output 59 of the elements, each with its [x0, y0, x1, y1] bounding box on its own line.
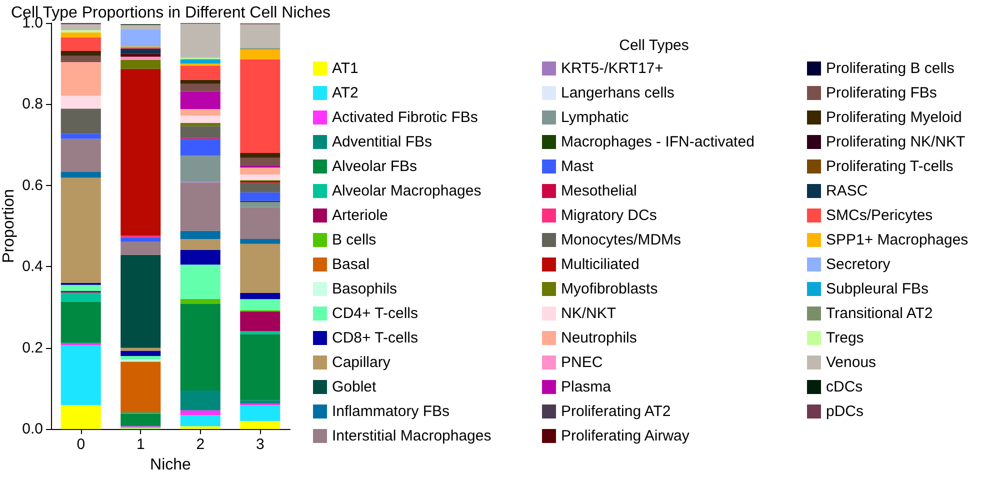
legend-label: Macrophages - IFN-activated: [561, 134, 754, 150]
legend-label: AT2: [332, 84, 358, 102]
legend-label: Migratory DCs: [561, 207, 657, 224]
legend-label: KRT5-/KRT17+: [561, 60, 664, 77]
legend-label: Venous: [826, 354, 876, 371]
legend-label: Proliferating Airway: [561, 428, 690, 444]
legend-label: Adventitial FBs: [332, 134, 432, 150]
y-tick-label: 0.4: [22, 258, 43, 276]
legend-label: Multiciliated: [561, 256, 640, 273]
legend-label: Langerhans cells: [561, 84, 674, 102]
legend-label: Secretory: [826, 256, 891, 273]
legend-label: Mast: [561, 158, 594, 175]
y-tick-label: 0.6: [22, 176, 43, 194]
legend-label: Tregs: [826, 330, 864, 346]
legend-label: Mesothelial: [561, 182, 637, 200]
legend-label: cDCs: [826, 378, 863, 396]
x-tick-label: 0: [76, 436, 86, 454]
legend-label: Monocytes/MDMs: [561, 232, 682, 248]
legend-label: Arteriole: [332, 207, 388, 224]
legend-label: Subpleural FBs: [826, 280, 929, 298]
legend-label: Basophils: [332, 280, 398, 298]
legend-label: SPP1+ Macrophages: [826, 232, 968, 248]
legend-label: Plasma: [561, 378, 612, 396]
legend-label: Proliferating Myeloid: [826, 109, 962, 126]
legend-label: PNEC: [561, 354, 603, 371]
legend-label: Activated Fibrotic FBs: [332, 109, 478, 126]
legend-label: pDCs: [826, 403, 864, 420]
x-tick-label: 3: [256, 436, 264, 454]
legend-label: Goblet: [332, 378, 378, 396]
legend-label: Inflammatory FBs: [332, 403, 450, 420]
y-tick-label: 0.0: [22, 420, 43, 438]
legend-label: Proliferating FBs: [826, 84, 937, 102]
x-tick-label: 2: [196, 436, 205, 454]
legend-label: Proliferating AT2: [561, 403, 671, 420]
legend-label: Transitional AT2: [826, 305, 933, 322]
x-tick-label: 1: [136, 436, 145, 454]
legend-label: Myofibroblasts: [561, 280, 658, 298]
legend-label: AT1: [332, 60, 358, 77]
y-tick-label: 0.2: [22, 339, 43, 356]
legend-label: CD4+ T-cells: [332, 305, 418, 322]
legend-label: RASC: [826, 182, 868, 200]
legend-title: Cell Types: [619, 37, 689, 54]
legend-label: Lymphatic: [561, 109, 630, 126]
y-axis-title: Proportion: [0, 189, 18, 263]
legend-label: Proliferating B cells: [826, 60, 954, 77]
legend-label: B cells: [332, 232, 376, 248]
legend-label: Neutrophils: [561, 330, 637, 346]
legend-label: NK/NKT: [561, 305, 616, 322]
legend-label: Proliferating NK/NKT: [826, 134, 966, 150]
legend-label: Alveolar Macrophages: [332, 182, 482, 200]
legend-label: Proliferating T-cells: [826, 158, 954, 175]
legend-label: SMCs/Pericytes: [826, 207, 933, 224]
legend-label: CD8+ T-cells: [332, 330, 418, 346]
legend-label: Basal: [332, 256, 370, 273]
x-axis-title: Niche: [150, 456, 192, 474]
legend-label: Capillary: [332, 354, 391, 371]
legend-label: Interstitial Macrophages: [332, 428, 492, 444]
legend-label: Alveolar FBs: [332, 158, 418, 175]
y-tick-label: 0.8: [22, 96, 43, 113]
